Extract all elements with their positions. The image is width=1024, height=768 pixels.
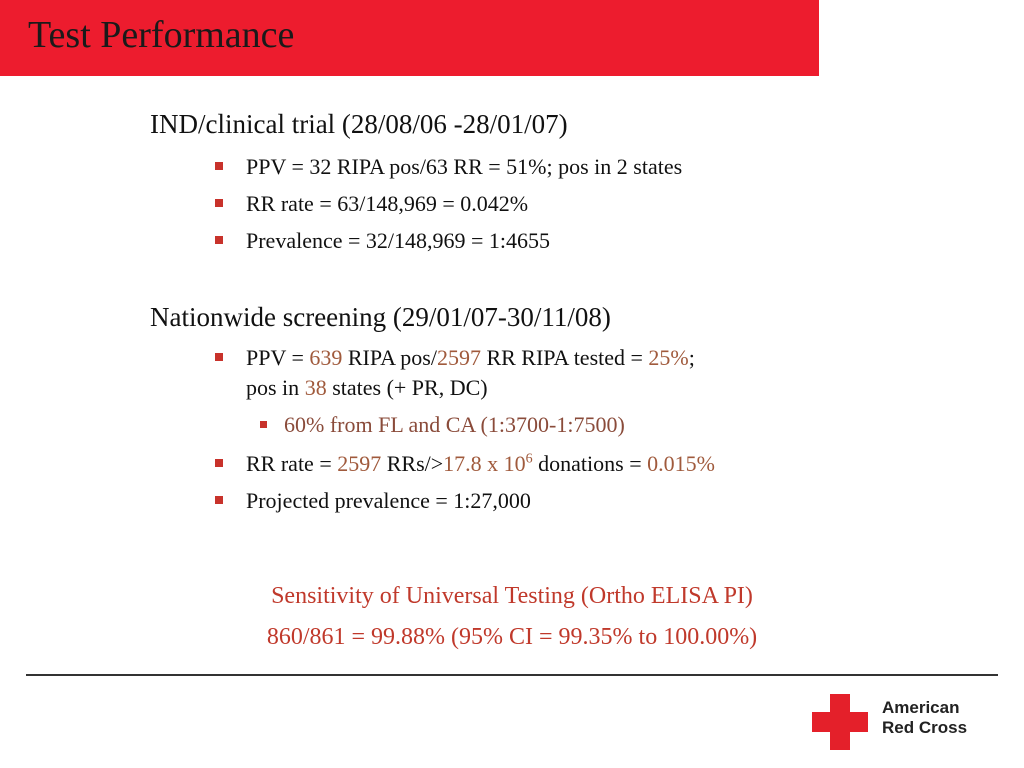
bullet-square-icon bbox=[260, 421, 267, 428]
summary-line-2: 860/861 = 99.88% (95% CI = 99.35% to 100… bbox=[266, 624, 758, 650]
rr-prefix: RR rate = bbox=[246, 451, 338, 476]
bullet-text: 60% from FL and CA (1:3700-1:7500) bbox=[284, 412, 625, 437]
ppv-semi: ; bbox=[688, 345, 695, 370]
bullet-text: PPV = 32 RIPA pos/63 RR = 51%; pos in 2 … bbox=[246, 154, 683, 179]
bullet-square-icon bbox=[215, 496, 223, 504]
ppv-pos-label: RIPA pos/ bbox=[347, 345, 437, 370]
ppv-rr-value: 2597 bbox=[436, 345, 481, 370]
ppv-rr-label: RR RIPA tested = bbox=[486, 345, 643, 370]
ppv-pos-value: 639 bbox=[309, 345, 343, 370]
rr-rrs-value: 2597 bbox=[337, 451, 382, 476]
footer-divider bbox=[26, 674, 998, 676]
ppv-pct: 25% bbox=[648, 345, 689, 370]
title-bar bbox=[0, 0, 819, 76]
bullet-square-icon bbox=[215, 199, 223, 207]
ppv-states-value: 38 bbox=[304, 375, 327, 400]
rr-donations-exp: 6 bbox=[525, 451, 533, 467]
bullet-text: pos in 38 states (+ PR, DC) bbox=[246, 374, 488, 402]
ppv-line2-suffix: states (+ PR, DC) bbox=[332, 375, 488, 400]
rr-donations-base: 17.8 x 10 bbox=[443, 451, 526, 476]
rr-rrs-label: RRs/> bbox=[386, 451, 444, 476]
logo-line-2: Red Cross bbox=[882, 718, 968, 737]
bullet-square-icon bbox=[215, 353, 223, 361]
bullet-square-icon bbox=[215, 459, 223, 467]
bullet-text: RR rate = 63/148,969 = 0.042% bbox=[246, 191, 529, 216]
summary-line-1: Sensitivity of Universal Testing (Ortho … bbox=[271, 583, 753, 609]
bullet-text: Projected prevalence = 1:27,000 bbox=[246, 488, 531, 513]
ppv-line2-prefix: pos in bbox=[246, 375, 300, 400]
red-cross-icon bbox=[812, 694, 868, 750]
logo-wordmark: American Red Cross bbox=[882, 698, 967, 738]
logo-line-1: American bbox=[882, 698, 960, 717]
section-heading-nationwide: Nationwide screening (29/01/07-30/11/08) bbox=[150, 302, 611, 332]
bullet-text: RR rate = 2597 RRs/>17.8 x 106 donations… bbox=[246, 450, 715, 478]
slide-title: Test Performance bbox=[28, 14, 295, 56]
bullet-square-icon bbox=[215, 236, 223, 244]
american-red-cross-logo: American Red Cross bbox=[812, 694, 982, 750]
ppv-prefix: PPV = bbox=[246, 345, 310, 370]
section-heading-clinical-trial: IND/clinical trial (28/08/06 -28/01/07) bbox=[150, 109, 568, 139]
bullet-square-icon bbox=[215, 162, 223, 170]
bullet-text: PPV = 639 RIPA pos/2597 RR RIPA tested =… bbox=[246, 344, 695, 372]
rr-donations-label: donations = bbox=[538, 451, 642, 476]
rr-pct: 0.015% bbox=[647, 451, 715, 476]
bullet-text: Prevalence = 32/148,969 = 1:4655 bbox=[246, 228, 551, 253]
